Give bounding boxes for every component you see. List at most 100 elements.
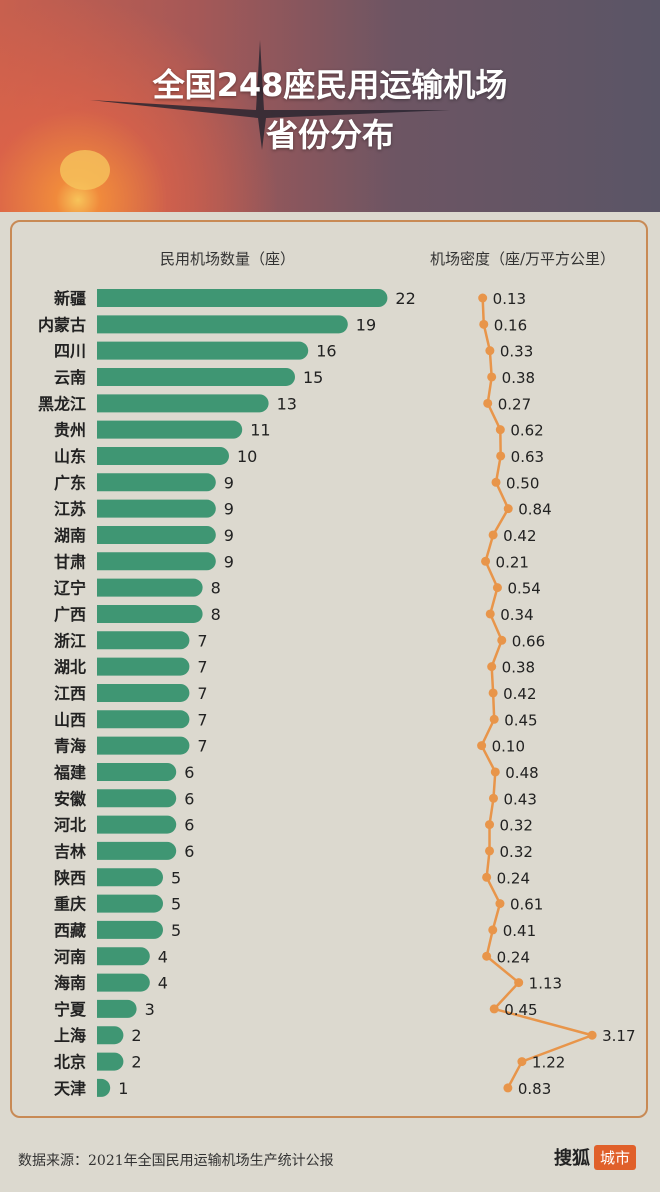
sun-image (60, 150, 110, 190)
density-point (495, 899, 505, 909)
bar (97, 604, 203, 623)
density-value-label: 0.42 (503, 685, 536, 703)
density-point (482, 951, 492, 961)
bar-value-label: 2 (131, 1053, 141, 1072)
line-chart-title: 机场密度（座/万平方公里） (430, 250, 616, 268)
category-label: 浙江 (54, 631, 86, 650)
category-label: 青海 (54, 737, 86, 756)
density-value-label: 0.34 (500, 606, 533, 624)
density-value-label: 0.21 (496, 553, 529, 571)
logo-tag: 城市 (593, 1144, 636, 1170)
category-label: 辽宁 (54, 579, 86, 598)
bar (97, 657, 190, 676)
density-point (497, 635, 507, 645)
bar (97, 789, 177, 808)
density-value-label: 0.10 (492, 738, 525, 756)
category-label: 云南 (54, 368, 86, 387)
density-point (487, 662, 497, 672)
bar (97, 868, 163, 887)
category-label: 新疆 (54, 289, 86, 308)
bar-value-label: 10 (237, 447, 257, 466)
sohu-logo: 搜狐 城市 (554, 1144, 636, 1170)
category-label: 上海 (54, 1026, 86, 1045)
bar (97, 420, 243, 439)
bar-value-label: 5 (171, 868, 181, 887)
bar-value-label: 9 (224, 473, 234, 492)
category-label: 广东 (54, 473, 86, 492)
bar (97, 367, 295, 386)
density-value-label: 0.63 (511, 448, 544, 466)
density-value-label: 1.13 (529, 975, 562, 993)
bar-value-label: 7 (197, 658, 207, 677)
bar-value-label: 11 (250, 421, 270, 440)
bar (97, 1052, 124, 1071)
density-value-label: 0.45 (504, 1001, 537, 1019)
bar-value-label: 2 (131, 1026, 141, 1045)
density-value-label: 3.17 (602, 1027, 635, 1045)
density-point (491, 477, 501, 487)
density-value-label: 0.32 (500, 817, 533, 835)
density-value-label: 0.84 (518, 501, 551, 519)
bar (97, 394, 269, 413)
category-label: 山西 (54, 710, 86, 729)
bar (97, 499, 216, 518)
category-label: 吉林 (54, 842, 86, 861)
bar (97, 341, 309, 360)
bar (97, 578, 203, 597)
bar-value-label: 3 (145, 1000, 155, 1019)
category-label: 四川 (54, 342, 86, 361)
density-point (483, 398, 493, 408)
bar-value-label: 22 (395, 289, 415, 308)
category-label: 内蒙古 (38, 315, 86, 334)
density-point (488, 793, 498, 803)
bar-value-label: 6 (184, 763, 194, 782)
density-value-label: 0.42 (503, 527, 536, 545)
bar-value-label: 9 (224, 552, 234, 571)
category-label: 北京 (54, 1053, 86, 1072)
category-label: 湖南 (54, 526, 86, 545)
bar-value-label: 13 (277, 394, 297, 413)
density-value-label: 0.32 (500, 843, 533, 861)
category-label: 湖北 (54, 658, 86, 677)
density-point (490, 767, 500, 777)
bar-value-label: 8 (211, 579, 221, 598)
bar (97, 683, 190, 702)
category-label: 天津 (54, 1079, 86, 1098)
bar (97, 289, 388, 307)
density-value-label: 0.38 (502, 659, 535, 677)
density-line (480, 297, 597, 1089)
bar (97, 552, 216, 571)
bar (97, 1026, 124, 1045)
density-value-label: 0.62 (510, 422, 543, 440)
density-point (481, 556, 491, 566)
category-label: 贵州 (54, 421, 86, 440)
density-point (503, 504, 513, 514)
bar (97, 710, 190, 729)
category-label: 重庆 (54, 895, 86, 914)
density-point (485, 346, 495, 356)
category-label: 山东 (54, 447, 86, 466)
bar (97, 736, 190, 755)
data-source: 数据来源：2021年全国民用运输机场生产统计公报 (18, 1153, 334, 1169)
bar (97, 473, 216, 492)
category-label: 江西 (54, 684, 86, 703)
density-value-label: 0.43 (503, 790, 536, 808)
bar-value-label: 6 (184, 842, 194, 861)
density-point (479, 319, 489, 329)
bar-value-label: 6 (184, 789, 194, 808)
category-label: 甘肃 (54, 552, 86, 571)
category-label: 广西 (54, 605, 86, 624)
bar (97, 762, 177, 781)
bar (97, 841, 177, 860)
bar-value-label: 7 (197, 710, 207, 729)
density-point (485, 846, 495, 856)
density-point (495, 425, 505, 435)
category-label: 宁夏 (54, 1000, 87, 1019)
bar-value-label: 15 (303, 368, 323, 387)
density-value-label: 0.24 (497, 948, 530, 966)
density-value-label: 0.33 (500, 343, 533, 361)
density-point (485, 609, 495, 619)
density-point (485, 820, 495, 830)
density-value-label: 0.45 (504, 711, 537, 729)
bar (97, 894, 163, 913)
